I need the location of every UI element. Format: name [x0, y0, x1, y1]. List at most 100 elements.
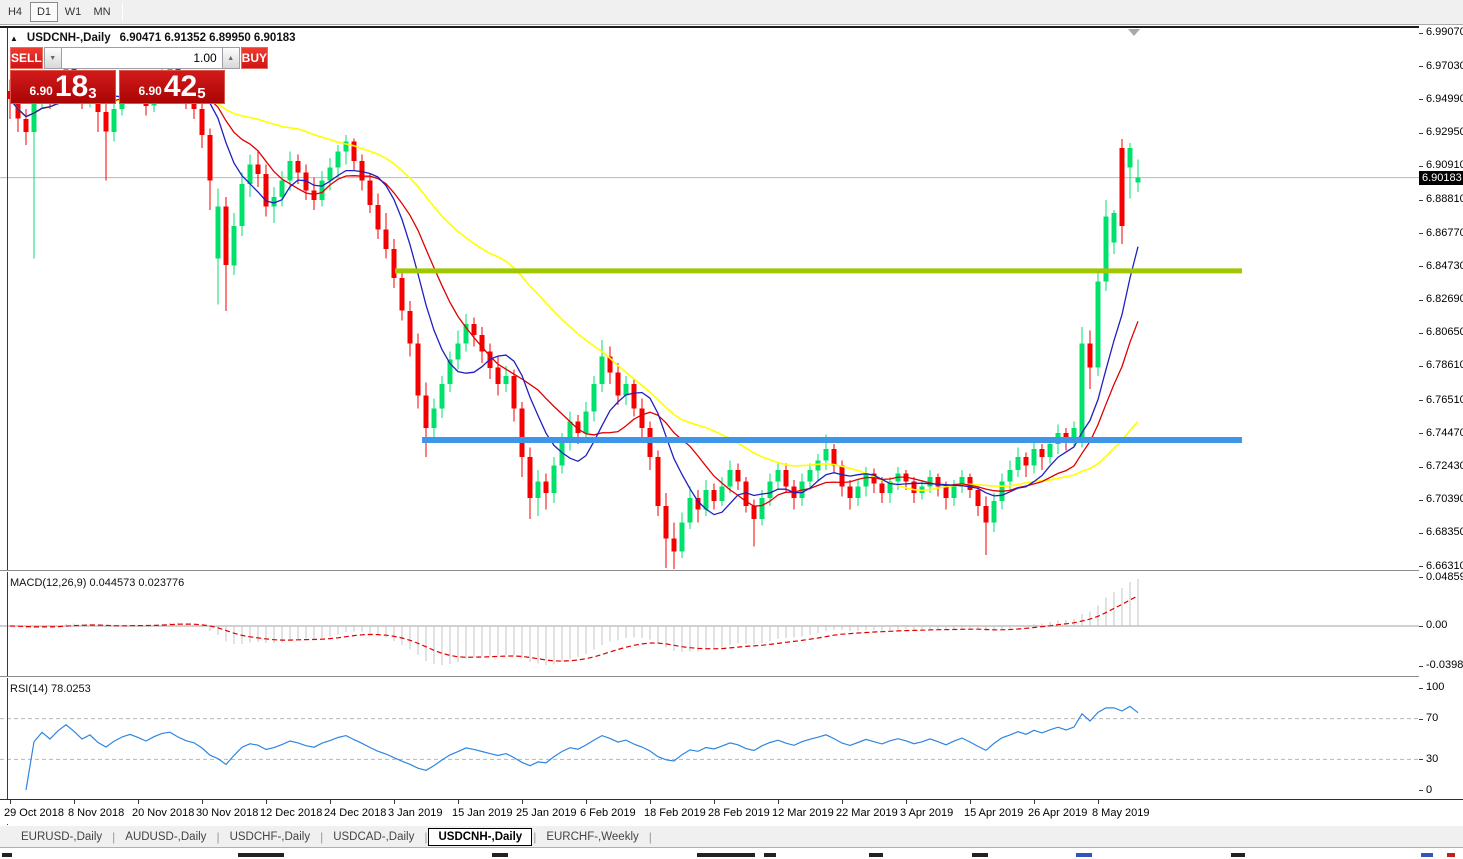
price-axis-tick	[1419, 365, 1423, 367]
clipped-row-fragment	[1231, 853, 1245, 857]
date-axis-tick	[778, 800, 779, 804]
date-axis-label: 28 Feb 2019	[708, 807, 770, 819]
ma-line-34	[9, 93, 1139, 492]
price-axis-label: 6.82690	[1426, 293, 1463, 306]
chart-tabs-bar: EURUSD-,Daily | AUDUSD-,Daily | USDCHF-,Dail…	[0, 826, 1463, 847]
price-axis-label: 6.97030	[1426, 59, 1463, 72]
price-axis-label: 6.76510	[1426, 393, 1463, 406]
price-axis-tick	[1419, 32, 1423, 34]
chart-tab-usdchf[interactable]: USDCHF-,Daily	[229, 830, 311, 843]
sell-price-tile[interactable]: 6.90 18 3	[10, 70, 116, 104]
buy-price-prefix: 6.90	[138, 84, 162, 98]
date-axis-label: 12 Dec 2018	[260, 807, 323, 819]
macd-axis-label: 0.00	[1426, 619, 1448, 632]
date-axis-label: 25 Jan 2019	[516, 807, 577, 819]
timeframe-button-d1[interactable]: D1	[30, 2, 58, 22]
macd-axis-label: -0.039856	[1426, 659, 1463, 672]
rsi-axis-tick	[1419, 718, 1423, 720]
price-axis-label: 6.86770	[1426, 226, 1463, 239]
toolbar-separator	[122, 3, 123, 21]
timeframe-button-w1[interactable]: W1	[64, 6, 82, 18]
volume-increase-button[interactable]: ▲	[221, 47, 240, 69]
chart-tab-eurchf[interactable]: EURCHF-,Weekly	[546, 830, 639, 843]
chart-title: ▲ USDCNH-,Daily 6.90471 6.91352 6.89950 …	[10, 32, 296, 44]
date-axis-tick	[650, 800, 651, 804]
date-axis-label: 3 Jan 2019	[388, 807, 443, 819]
rsi-axis-label: 70	[1426, 712, 1439, 725]
date-axis-label: 26 Apr 2019	[1028, 807, 1088, 819]
clipped-row-fragment	[697, 853, 755, 857]
sell-button[interactable]: SELL	[10, 47, 43, 69]
clipped-bottom-row	[0, 849, 1463, 859]
date-axis-tick	[138, 800, 139, 804]
macd-pane-splitter[interactable]	[0, 570, 1463, 571]
chart-tab-eurusd[interactable]: EURUSD-,Daily	[21, 830, 103, 843]
price-axis-tick	[1419, 466, 1423, 468]
buy-button[interactable]: BUY	[240, 47, 269, 69]
price-axis-tick	[1419, 532, 1423, 534]
date-axis-label: 12 Mar 2019	[772, 807, 834, 819]
price-axis-tick	[1419, 499, 1423, 501]
date-axis-tick	[906, 800, 907, 804]
timeframe-toolbar: H4 D1 W1 MN	[0, 0, 1463, 25]
price-axis[interactable]: 6.99070 6.97030 6.94990 6.92950 6.90910 6.888…	[1419, 26, 1463, 799]
price-axis-label: 6.99070	[1426, 26, 1463, 39]
price-axis-tick	[1419, 332, 1423, 334]
trade-panel-collapse-icon[interactable]: ▲	[10, 33, 18, 43]
volume-decrease-button[interactable]: ▼	[43, 47, 62, 69]
tab-separator: |	[216, 829, 220, 844]
price-axis-tick	[1419, 566, 1423, 568]
chart-tab-usdcad[interactable]: USDCAD-,Daily	[333, 830, 415, 843]
date-axis-label: 18 Feb 2019	[644, 807, 706, 819]
clipped-row-fragment	[492, 853, 508, 857]
chart-tab-audusd[interactable]: AUDUSD-,Daily	[125, 830, 207, 843]
price-axis-label: 6.84730	[1426, 259, 1463, 272]
date-axis-label: 15 Apr 2019	[964, 807, 1024, 819]
chart-window: ▲ USDCNH-,Daily 6.90471 6.91352 6.89950 …	[0, 26, 1463, 859]
ma-line-13	[9, 91, 1139, 507]
tab-separator: |	[533, 829, 537, 844]
volume-control: ▼ ▲	[43, 47, 240, 69]
chart-frame-left-border	[7, 28, 8, 825]
macd-signal-line	[9, 595, 1139, 662]
chart-symbol-period: USDCNH-,Daily	[26, 32, 111, 44]
date-axis-label: 30 Nov 2018	[196, 807, 259, 819]
rsi-axis-label: 100	[1426, 681, 1445, 694]
chart-tab-usdcnh[interactable]: USDCNH-,Daily	[428, 827, 533, 846]
date-axis-label: 29 Oct 2018	[4, 807, 64, 819]
price-axis-label: 6.80650	[1426, 326, 1463, 339]
macd-axis-label: 0.048594	[1426, 570, 1463, 583]
date-axis-label: 20 Nov 2018	[132, 807, 195, 819]
candles	[7, 53, 1141, 569]
buy-price-big: 42	[163, 70, 198, 103]
rsi-axis-label: 30	[1426, 752, 1439, 765]
date-axis-tick	[586, 800, 587, 804]
rsi-pane-splitter[interactable]	[0, 676, 1463, 677]
date-axis-label: 24 Dec 2018	[324, 807, 387, 819]
volume-input[interactable]	[61, 47, 222, 69]
timeframe-button-h4[interactable]: H4	[7, 6, 23, 18]
price-axis-label: 6.66310	[1426, 559, 1463, 572]
price-axis-tick	[1419, 99, 1423, 101]
date-axis-tick	[970, 800, 971, 804]
ma-line-8	[9, 82, 1139, 516]
tab-separator: |	[320, 829, 324, 844]
date-axis-label: 6 Feb 2019	[580, 807, 636, 819]
buy-price-tile[interactable]: 6.90 42 5	[119, 70, 225, 104]
macd-histogram	[17, 579, 1139, 666]
rsi-axis-label: 0	[1426, 783, 1433, 796]
chart-shift-marker-icon[interactable]	[1128, 29, 1140, 36]
chart-canvas[interactable]	[0, 26, 1419, 799]
chart-ohlc-values: 6.90471 6.91352 6.89950 6.90183	[119, 32, 296, 44]
clipped-row-fragment	[972, 853, 988, 857]
date-axis-tick	[714, 800, 715, 804]
timeframe-button-mn[interactable]: MN	[93, 6, 111, 18]
date-axis[interactable]: 29 Oct 2018 8 Nov 2018 20 Nov 2018 30 Nov 2…	[0, 800, 1419, 824]
clipped-row-fragment	[1076, 853, 1092, 857]
clipped-row-fragment	[869, 853, 883, 857]
macd-axis-tick	[1419, 625, 1423, 627]
rsi-axis-tick	[1419, 687, 1423, 689]
price-axis-tick	[1419, 299, 1423, 301]
sell-price-big: 18	[54, 70, 89, 103]
